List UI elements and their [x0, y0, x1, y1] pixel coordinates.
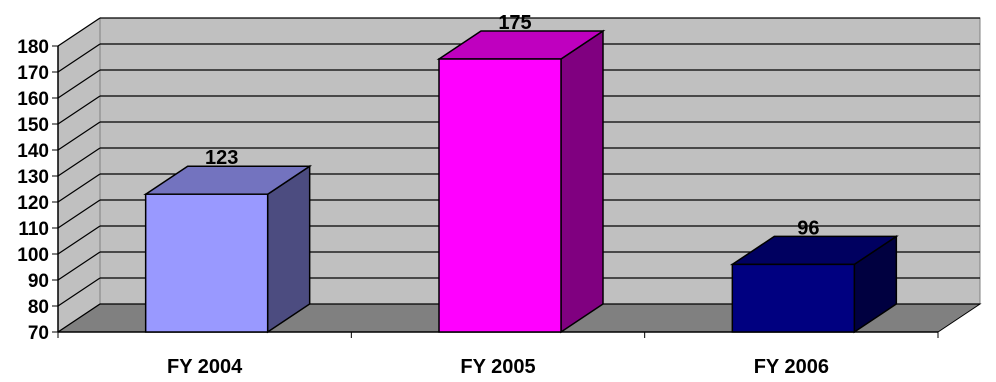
- data-label: 175: [498, 12, 531, 34]
- y-tick-label: 140: [17, 141, 49, 162]
- gridline-side: [57, 303, 101, 333]
- gridline-side: [57, 121, 101, 151]
- y-tick-label: 100: [17, 245, 49, 266]
- y-tick-label: 130: [17, 167, 49, 188]
- bar-fy-2006: [729, 234, 899, 334]
- bar-front: [144, 193, 269, 333]
- y-tick-label: 170: [17, 63, 49, 84]
- gridline-side: [57, 43, 101, 73]
- bar-side: [266, 164, 311, 334]
- gridline-side: [57, 173, 101, 203]
- x-category-label: FY 2005: [460, 356, 535, 377]
- bar-fy-2005: [436, 29, 606, 334]
- bar-fy-2004: [143, 164, 313, 334]
- y-tick-label: 160: [17, 89, 49, 110]
- x-category-label: FY 2006: [754, 356, 829, 377]
- y-tick-label: 80: [28, 297, 49, 318]
- bars: [143, 29, 899, 334]
- x-category-label: FY 2004: [167, 356, 243, 377]
- labels: 70 80 90 100 110 120 130 140 150 160 170 180 123 FY 2…: [17, 12, 829, 378]
- y-tick-label: 150: [17, 115, 49, 136]
- y-tick-label: 110: [18, 219, 49, 240]
- gridline-side: [57, 69, 101, 99]
- gridline-side: [57, 199, 101, 229]
- y-tick-label: 70: [28, 323, 49, 344]
- gridline-side: [57, 17, 101, 47]
- data-label: 96: [797, 217, 819, 239]
- gridline-side: [57, 95, 101, 125]
- bar-front: [731, 263, 856, 333]
- gridline-side: [57, 225, 101, 255]
- y-tick-label: 90: [28, 271, 49, 292]
- y-tick-label: 120: [17, 193, 49, 214]
- bar-front: [438, 58, 562, 333]
- side-wall: [57, 17, 101, 333]
- gridline-side: [57, 147, 101, 177]
- bar-side: [560, 29, 604, 334]
- y-tick-label: 180: [17, 37, 49, 58]
- gridline-side: [57, 277, 101, 307]
- gridline-side: [57, 251, 101, 281]
- data-label: 123: [205, 147, 238, 169]
